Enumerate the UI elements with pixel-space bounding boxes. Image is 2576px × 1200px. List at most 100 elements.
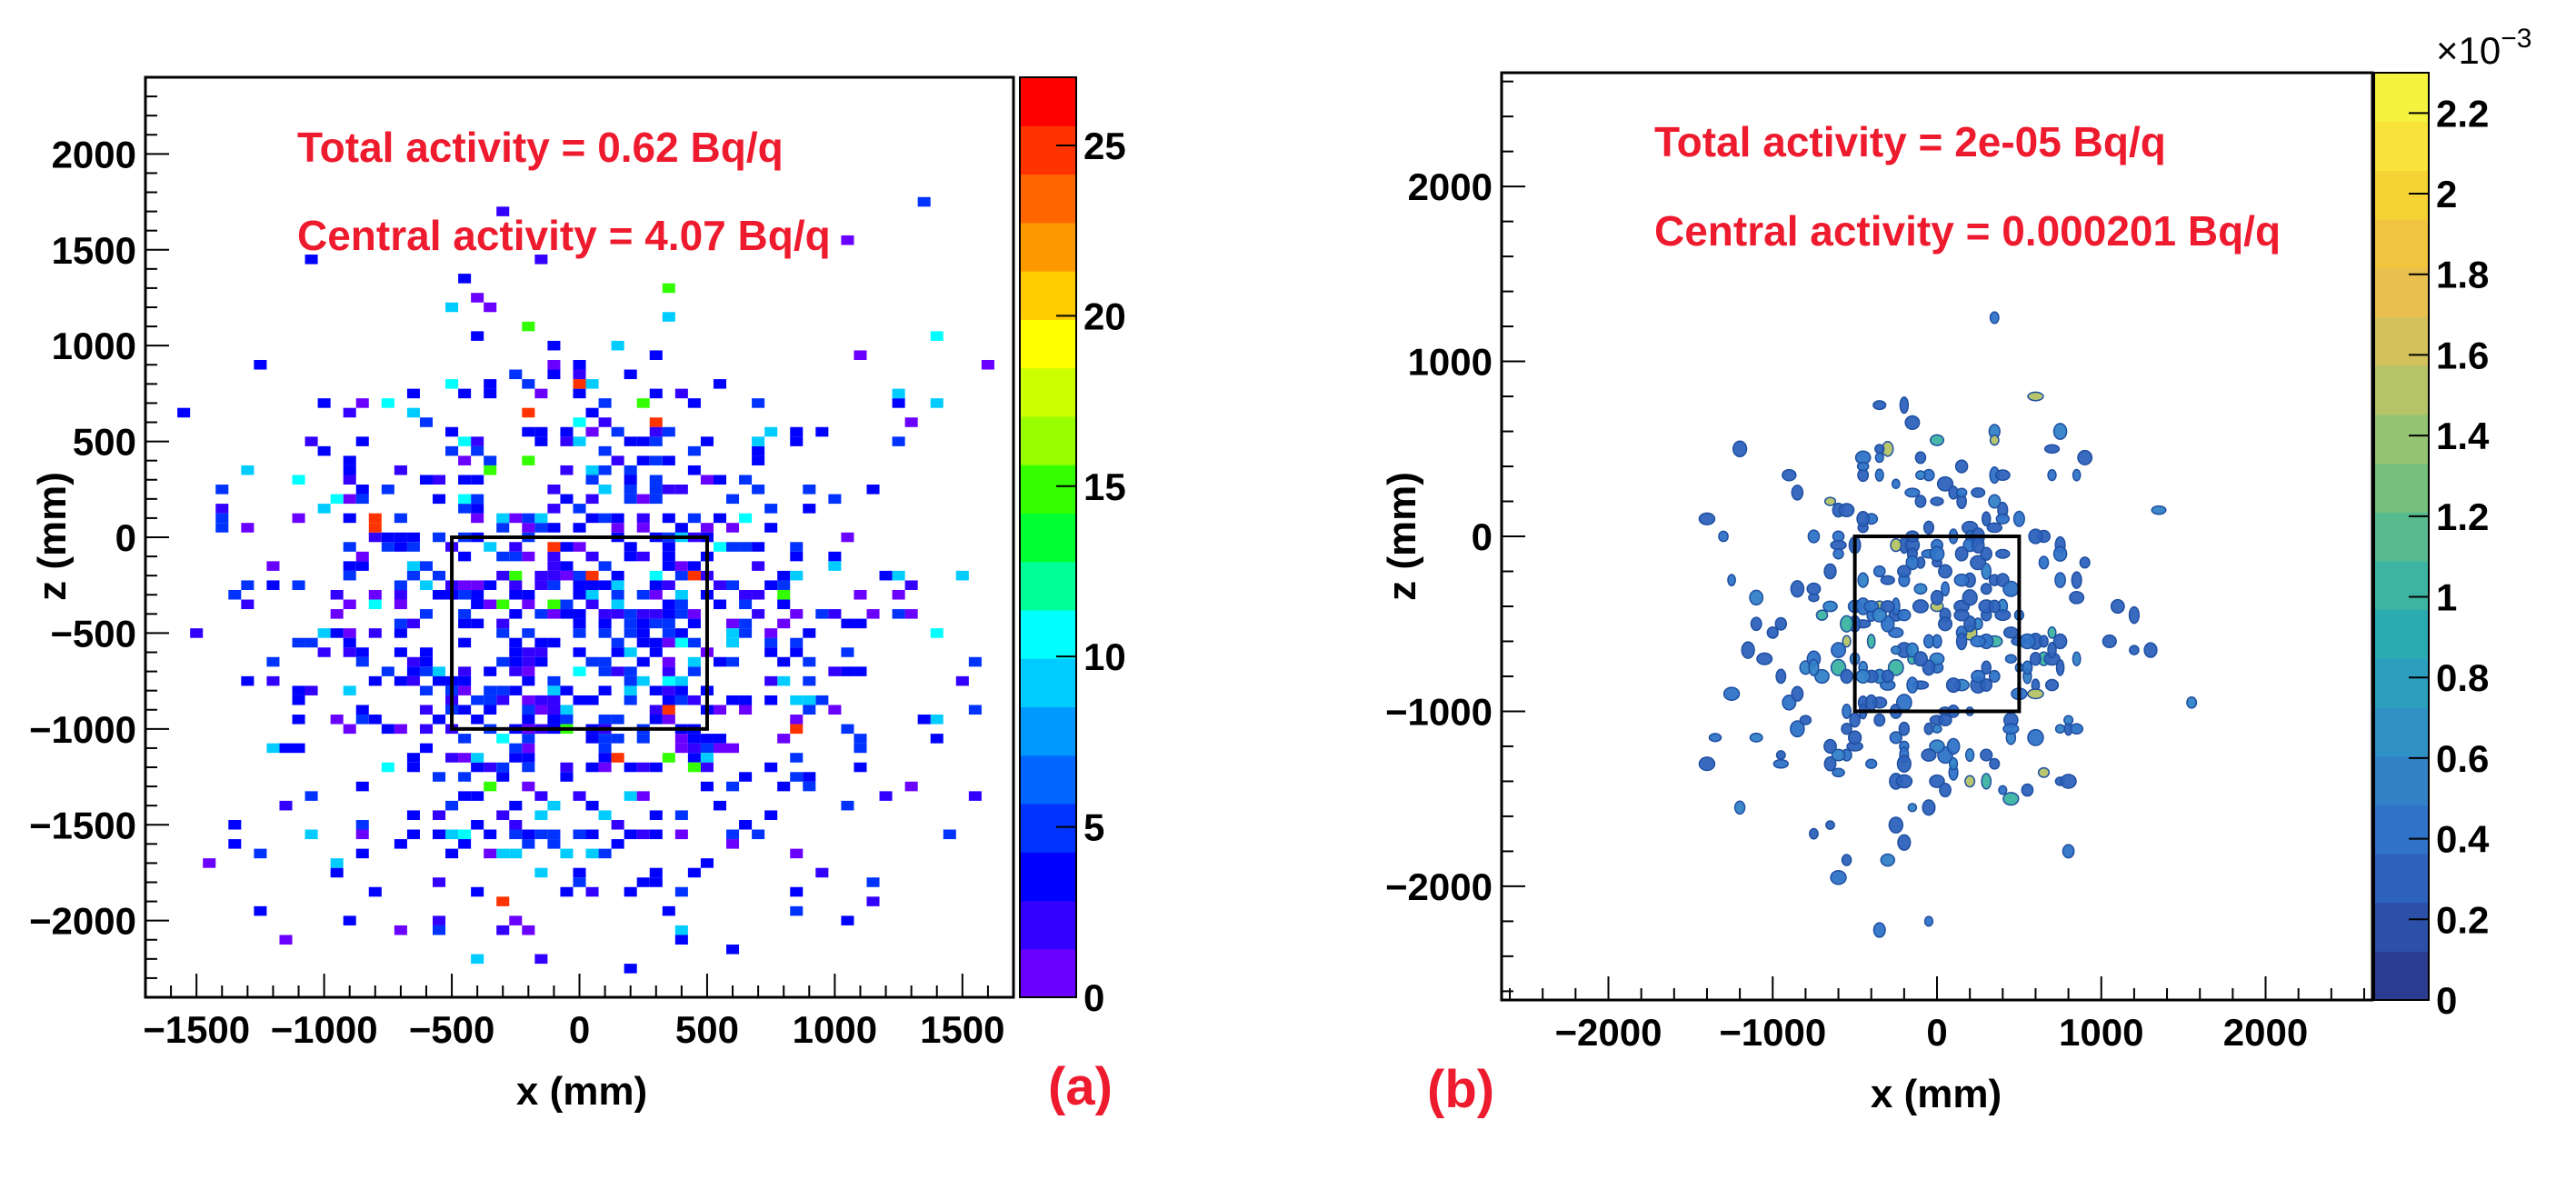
heatmap-cell <box>662 637 675 648</box>
heatmap-cell <box>177 407 191 418</box>
x-tick-label: −1000 <box>1719 1011 1826 1054</box>
heatmap-cell <box>547 340 561 351</box>
heatmap-cell <box>522 647 535 657</box>
heatmap-cell <box>649 388 663 399</box>
heatmap-cell <box>803 772 816 782</box>
heatmap-cell <box>509 570 523 581</box>
heatmap-cell <box>279 743 293 754</box>
heatmap-cell <box>355 848 369 859</box>
heatmap-cell <box>662 580 675 590</box>
contour-blob <box>1981 511 1992 527</box>
contour-blob <box>1756 652 1773 665</box>
heatmap-cell <box>496 925 510 935</box>
heatmap-cell <box>713 734 727 744</box>
heatmap-cell <box>713 599 727 610</box>
heatmap-cell <box>343 465 356 475</box>
contour-blob <box>1915 470 1926 480</box>
x-tick-label: 1500 <box>920 1008 1004 1051</box>
heatmap-cell <box>534 255 548 265</box>
heatmap-cell <box>790 753 804 763</box>
heatmap-cell <box>955 570 969 581</box>
heatmap-cell <box>752 485 765 495</box>
heatmap-cell <box>917 196 931 207</box>
heatmap-cell <box>573 791 586 801</box>
contour-blob <box>1988 599 2002 614</box>
heatmap-cell <box>471 494 484 505</box>
heatmap-cell <box>892 388 905 399</box>
heatmap-cell <box>522 656 535 667</box>
heatmap-cell <box>624 647 637 657</box>
contour-blob <box>1774 616 1788 631</box>
colorbar-segment <box>1020 852 1076 902</box>
heatmap-cell <box>355 436 369 446</box>
heatmap-cell <box>739 819 753 830</box>
heatmap-cell <box>726 523 740 533</box>
heatmap-cell <box>471 791 484 801</box>
contour-blob <box>1823 738 1837 755</box>
heatmap-cell <box>739 695 753 705</box>
heatmap-cell <box>790 905 804 916</box>
heatmap-cell <box>598 656 612 667</box>
heatmap-cell <box>406 407 420 418</box>
heatmap-cell <box>700 475 714 485</box>
heatmap-cell <box>522 379 535 389</box>
heatmap-cell <box>432 532 446 543</box>
heatmap-cell <box>394 647 407 657</box>
heatmap-cell <box>573 504 586 514</box>
heatmap-cell <box>636 589 650 600</box>
contour-blob <box>1907 803 1918 813</box>
heatmap-cell <box>343 599 356 610</box>
contour-blob <box>1815 609 1829 621</box>
heatmap-cell <box>496 628 510 638</box>
contour-blob <box>1857 572 1869 588</box>
heatmap-cell <box>534 513 548 524</box>
heatmap-cell <box>598 513 612 524</box>
heatmap-cell <box>611 570 624 581</box>
heatmap-cell <box>611 666 624 676</box>
heatmap-cell <box>585 599 599 610</box>
x-axis-label-b: x (mm) <box>1871 1072 2002 1116</box>
heatmap-cell <box>484 302 497 313</box>
contour-blob <box>1971 669 1986 684</box>
heatmap-cell <box>381 398 394 408</box>
heatmap-cell <box>419 475 433 485</box>
heatmap-cell <box>406 829 420 840</box>
heatmap-cell <box>547 599 561 610</box>
heatmap-cell <box>930 715 944 725</box>
heatmap-cell <box>432 810 446 820</box>
heatmap-cell <box>674 695 688 705</box>
heatmap-cell <box>739 475 753 485</box>
heatmap-cell <box>649 570 663 581</box>
heatmap-cell <box>534 609 548 619</box>
contour-blob <box>1887 659 1904 676</box>
heatmap-cell <box>496 599 510 610</box>
heatmap-cell <box>674 734 688 744</box>
heatmap-cell <box>611 637 624 648</box>
contour-blob <box>1775 750 1786 760</box>
heatmap-cell <box>904 781 918 792</box>
contour-blob <box>1963 615 1977 633</box>
contour-blob <box>1897 608 1912 622</box>
heatmap-cell <box>343 513 356 524</box>
heatmap-cell <box>611 647 624 657</box>
contour-blob <box>1989 434 2000 446</box>
heatmap-cell <box>254 905 267 916</box>
heatmap-cell <box>764 580 778 590</box>
colorbar-segment <box>2374 365 2429 415</box>
heatmap-cell <box>828 609 842 619</box>
heatmap-cell <box>406 656 420 667</box>
heatmap-cell <box>687 762 701 773</box>
contour-blob <box>1880 600 1895 613</box>
heatmap-cell <box>981 359 994 370</box>
contour-blob <box>1964 775 1976 788</box>
contour-blob <box>1832 547 1844 560</box>
heatmap-cell <box>752 829 765 840</box>
y-axis-label-b: z (mm) <box>1380 472 1424 601</box>
heatmap-cell <box>458 666 472 676</box>
heatmap-cell <box>534 867 548 878</box>
heatmap-cell <box>547 829 561 840</box>
heatmap-cell <box>355 494 369 505</box>
heatmap-cell <box>573 695 586 705</box>
contour-blob <box>2027 728 2044 746</box>
